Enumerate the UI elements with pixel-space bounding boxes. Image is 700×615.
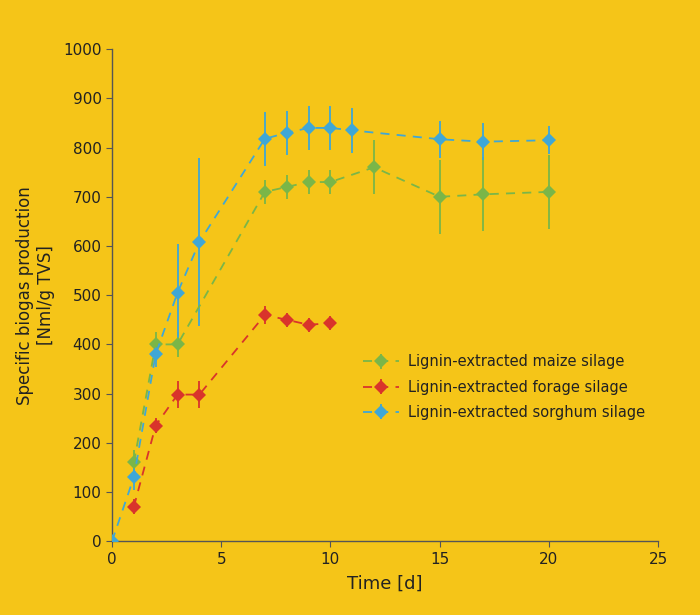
Y-axis label: Specific biogas production
[Nml/g TVS]: Specific biogas production [Nml/g TVS] (16, 186, 55, 405)
X-axis label: Time [d]: Time [d] (347, 575, 423, 593)
Legend: Lignin-extracted maize silage, Lignin-extracted forage silage, Lignin-extracted : Lignin-extracted maize silage, Lignin-ex… (357, 349, 651, 426)
